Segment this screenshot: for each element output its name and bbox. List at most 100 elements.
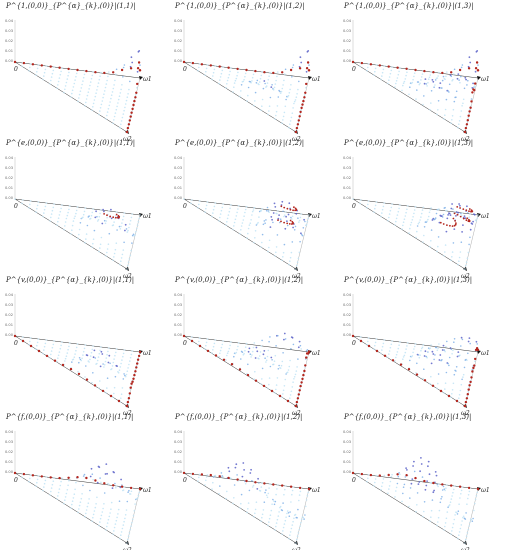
- surface-point: [100, 346, 102, 348]
- surface-point: [390, 476, 393, 478]
- surface-point: [281, 122, 283, 124]
- surface-point: [281, 87, 284, 90]
- surface-point: [404, 78, 407, 80]
- surface-point: [445, 517, 448, 520]
- surface-point: [274, 500, 277, 503]
- peak-point: [456, 206, 459, 208]
- surface-point: [53, 476, 55, 479]
- surface-point: [57, 354, 60, 357]
- surface-point: [297, 88, 299, 91]
- surface-point: [90, 351, 93, 354]
- surface-point: [213, 68, 216, 71]
- surface-point: [442, 213, 445, 216]
- surface-point: [444, 382, 447, 384]
- surface-point: [298, 528, 301, 531]
- surface-point: [91, 246, 93, 248]
- surface-point: [389, 480, 392, 483]
- surface-point: [432, 80, 435, 83]
- surface-point: [291, 66, 294, 69]
- y-tick-label: 0.04: [5, 293, 14, 297]
- surface-point: [291, 241, 294, 243]
- surface-point: [129, 254, 132, 257]
- surface-point: [282, 389, 285, 392]
- peak-point: [288, 223, 291, 225]
- surface-point: [126, 231, 129, 233]
- surface-point: [260, 74, 263, 77]
- surface-point: [232, 91, 234, 93]
- surface-point: [421, 209, 424, 211]
- plot-panel: P^{e,(0,0)}_{P^{α}_{k},(0)}|(1,1)| 0.04 0.…: [0, 137, 169, 280]
- surface-point: [462, 515, 465, 518]
- surface-point: [422, 377, 424, 380]
- surface-point: [85, 512, 87, 515]
- boundary-point: [222, 358, 226, 361]
- surface-point: [131, 61, 134, 64]
- surface-point: [212, 212, 214, 214]
- surface-point: [51, 346, 54, 349]
- peak-point: [106, 214, 108, 217]
- surface-point: [22, 336, 24, 338]
- boundary-point: [246, 373, 250, 377]
- surface-point: [430, 362, 433, 365]
- surface-point: [474, 498, 477, 500]
- surface-point: [118, 95, 121, 97]
- boundary-point: [306, 61, 310, 64]
- surface-point: [467, 528, 470, 531]
- surface-point: [291, 493, 293, 496]
- surface-point: [110, 368, 113, 370]
- surface-point: [261, 98, 264, 101]
- surface-point: [110, 208, 112, 211]
- surface-point: [283, 215, 285, 218]
- surface-point: [383, 202, 386, 204]
- surface-point: [99, 521, 101, 523]
- surface-point: [113, 115, 116, 118]
- boundary-point: [305, 356, 308, 359]
- surface-point: [453, 73, 455, 75]
- surface-point: [300, 109, 302, 111]
- surface-point: [205, 204, 208, 207]
- peak-point: [280, 220, 282, 223]
- surface-point: [261, 233, 264, 236]
- surface-point: [61, 204, 63, 206]
- surface-point: [124, 229, 126, 232]
- surface-point: [275, 246, 278, 248]
- surface-point: [429, 208, 432, 211]
- surface-point: [434, 354, 436, 356]
- surface-point: [395, 220, 397, 223]
- boundary-point: [272, 483, 275, 486]
- surface-point: [119, 92, 122, 94]
- surface-point: [137, 220, 140, 223]
- surface-point: [127, 229, 129, 232]
- surface-point: [463, 87, 466, 90]
- surface-point: [275, 388, 277, 391]
- boundary-point: [471, 91, 474, 94]
- surface-point: [403, 218, 406, 220]
- surface-point: [227, 76, 230, 79]
- surface-point: [272, 212, 275, 214]
- surface-point: [279, 218, 282, 220]
- boundary-point: [469, 380, 472, 384]
- surface-point: [77, 511, 79, 514]
- surface-point: [395, 353, 398, 356]
- surface-point: [87, 91, 90, 93]
- boundary-point: [432, 481, 435, 485]
- surface-point: [261, 378, 263, 380]
- surface-point: [277, 484, 279, 486]
- surface-point: [242, 462, 245, 464]
- peak-point: [459, 215, 462, 218]
- surface-point: [396, 351, 399, 353]
- surface-point: [106, 387, 108, 389]
- surface-point: [284, 214, 286, 216]
- surface-point: [288, 263, 290, 266]
- surface-point: [117, 508, 120, 511]
- surface-point: [108, 515, 111, 518]
- surface-point: [91, 211, 94, 214]
- surface-point: [439, 82, 442, 84]
- surface-point: [106, 353, 108, 356]
- surface-point: [282, 119, 284, 121]
- surface-point: [458, 531, 461, 533]
- surface-point: [233, 484, 236, 486]
- surface-point: [136, 364, 138, 367]
- surface-point: [270, 356, 273, 359]
